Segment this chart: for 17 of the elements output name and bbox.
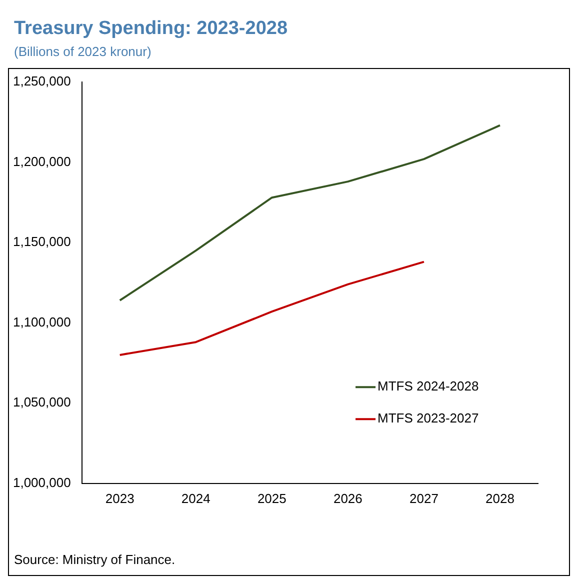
y-tick-label: 1,050,000 — [12, 394, 71, 410]
legend-label: MTFS 2024-2028 — [378, 378, 479, 394]
x-tick-label: 2028 — [486, 490, 514, 506]
legend-label: MTFS 2023-2027 — [378, 410, 479, 426]
source-note: Source: Ministry of Finance. — [14, 552, 176, 567]
chart-title: Treasury Spending: 2023-2028 — [14, 18, 288, 40]
y-tick-label: 1,000,000 — [12, 474, 71, 490]
chart-subtitle: (Billions of 2023 kronur) — [14, 44, 152, 59]
x-tick-label: 2025 — [257, 490, 286, 506]
x-tick-label: 2026 — [333, 490, 362, 506]
x-tick-label: 2027 — [409, 490, 438, 506]
x-tick-label: 2023 — [105, 490, 134, 506]
y-tick-label: 1,150,000 — [12, 234, 71, 250]
y-tick-label: 1,200,000 — [12, 154, 71, 169]
y-tick-label: 1,250,000 — [12, 74, 71, 89]
x-tick-label: 2024 — [181, 490, 210, 506]
y-tick-label: 1,100,000 — [12, 314, 71, 330]
